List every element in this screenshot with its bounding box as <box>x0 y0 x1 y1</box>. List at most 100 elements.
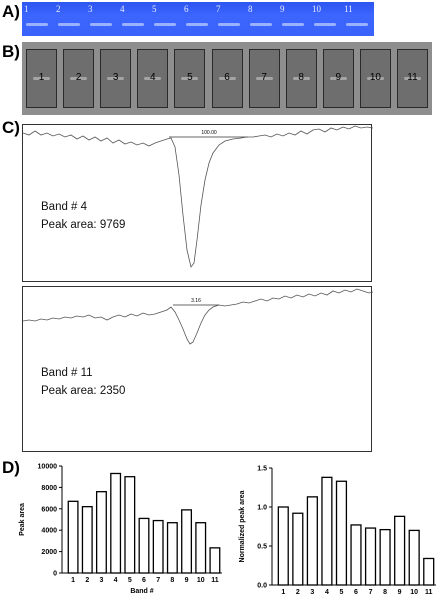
y-tick-label: 1.0 <box>257 505 267 512</box>
gel-band <box>282 23 304 26</box>
bar <box>81 506 93 574</box>
lane-number: 11 <box>407 72 418 83</box>
y-tick-label: 4000 <box>41 528 57 535</box>
gel-band <box>250 23 272 26</box>
bar <box>110 472 122 574</box>
trace-line-band-11 <box>23 288 373 345</box>
trace-peak-label-4: Peak area: 9769 <box>41 219 126 231</box>
lane-band <box>329 77 347 80</box>
x-tick-label: 6 <box>354 589 358 596</box>
panel-label-d: D) <box>2 458 20 477</box>
lane-box: 5 <box>174 49 206 108</box>
gel-band <box>90 23 112 26</box>
trace-plot-band-4: 100.00 <box>23 125 373 268</box>
y-axis-label: Normalized peak area <box>239 490 246 562</box>
x-tick-label: 5 <box>340 589 344 596</box>
x-tick-label: 4 <box>325 589 329 596</box>
lane-box: 4 <box>137 49 169 108</box>
lane-band <box>70 77 88 80</box>
gel-band <box>186 23 208 26</box>
lane-box: 6 <box>211 49 243 108</box>
bar <box>335 480 348 586</box>
y-tick-label: 6000 <box>41 506 57 513</box>
trace-baseline-label-band-11: 3.16 <box>191 298 201 304</box>
normalized-peak-area-chart: 0.0 0.5 1.0 1.5 1 2 3 4 5 6 7 8 9 10 11 Normalized peak… <box>239 466 436 596</box>
bar <box>350 524 362 586</box>
x-tick-label: 6 <box>142 577 146 584</box>
lane-number: 7 <box>261 72 267 83</box>
lane-box: 7 <box>248 49 280 108</box>
bar <box>306 496 318 586</box>
y-axis-label: Peak area <box>19 503 26 536</box>
lane-number: 8 <box>298 72 304 83</box>
trace-baseline-label-band-4: 100.00 <box>201 130 217 136</box>
gel-lane-label: 10 <box>312 4 321 14</box>
bar <box>67 500 79 574</box>
trace-peak-label-11: Peak area: 2350 <box>41 385 126 397</box>
bar <box>181 509 193 574</box>
x-tick-label: 5 <box>128 577 132 584</box>
lane-box: 3 <box>100 49 132 108</box>
lane-number: 4 <box>150 72 156 83</box>
lane-band <box>404 77 421 80</box>
gel-lane-label: 2 <box>56 4 61 14</box>
lane-box: 8 <box>285 49 317 108</box>
x-tick-label: 7 <box>369 589 373 596</box>
lane-box: 9 <box>322 49 354 108</box>
x-tick-label: 11 <box>425 589 433 596</box>
bar <box>277 506 289 586</box>
y-tick-label: 0.5 <box>257 544 267 551</box>
trace-box-band-4: 100.00 Band # 4 Peak area: 9769 <box>22 124 373 282</box>
lane-band <box>255 77 273 80</box>
lane-box: 2 <box>63 49 95 108</box>
panel-label-b: B) <box>2 42 20 61</box>
lane-band <box>181 77 199 80</box>
y-tick-label: 1.5 <box>257 466 267 473</box>
bar <box>292 512 304 586</box>
lane-number: 6 <box>224 72 230 83</box>
y-tick-label: 0.0 <box>257 583 267 590</box>
lane-band <box>366 77 384 80</box>
x-tick-label: 11 <box>211 577 219 584</box>
panel-label-a: A) <box>2 2 20 21</box>
trace-band-label-11: Band # 11 <box>41 367 93 379</box>
x-tick-label: 7 <box>156 577 160 584</box>
x-tick-label: 2 <box>85 577 89 584</box>
gel-lane-label: 8 <box>248 4 253 14</box>
lane-box: 1 <box>26 49 57 108</box>
gel-band <box>26 23 48 26</box>
lane-band <box>292 77 310 80</box>
lane-strip: 1 2 3 4 5 6 7 8 9 10 11 <box>22 42 432 115</box>
bar <box>138 517 150 574</box>
gel-lane-label: 7 <box>216 4 221 14</box>
lane-number: 5 <box>187 72 193 83</box>
x-tick-label: 4 <box>114 577 118 584</box>
bar <box>379 528 391 586</box>
gel-lane-label: 3 <box>88 4 93 14</box>
lane-band <box>107 77 125 80</box>
x-tick-label: 9 <box>185 577 189 584</box>
y-tick-label: 8000 <box>41 485 57 492</box>
lane-band <box>218 77 236 80</box>
x-tick-label: 8 <box>170 577 174 584</box>
gel-lane-label: 9 <box>280 4 285 14</box>
x-tick-label: 10 <box>197 577 205 584</box>
y-tick-label: 10000 <box>38 464 58 471</box>
lane-band <box>33 77 50 80</box>
gel-band <box>154 23 176 26</box>
gel-image: 1 2 3 4 5 6 7 8 9 10 11 <box>22 2 374 36</box>
panel-label-c: C) <box>2 118 20 137</box>
gel-lane-label: 4 <box>120 4 125 14</box>
gel-lane-label: 1 <box>24 4 29 14</box>
trace-band-label-4: Band # 4 <box>41 201 88 213</box>
x-tick-label: 8 <box>383 589 387 596</box>
bar <box>195 522 207 574</box>
lane-number: 1 <box>38 72 45 83</box>
bar <box>124 476 136 574</box>
x-tick-label: 3 <box>100 577 104 584</box>
lane-number: 2 <box>75 72 82 83</box>
lane-number: 10 <box>369 72 381 83</box>
x-tick-label: 1 <box>71 577 75 584</box>
lane-number: 3 <box>112 72 119 83</box>
bar <box>408 529 420 586</box>
